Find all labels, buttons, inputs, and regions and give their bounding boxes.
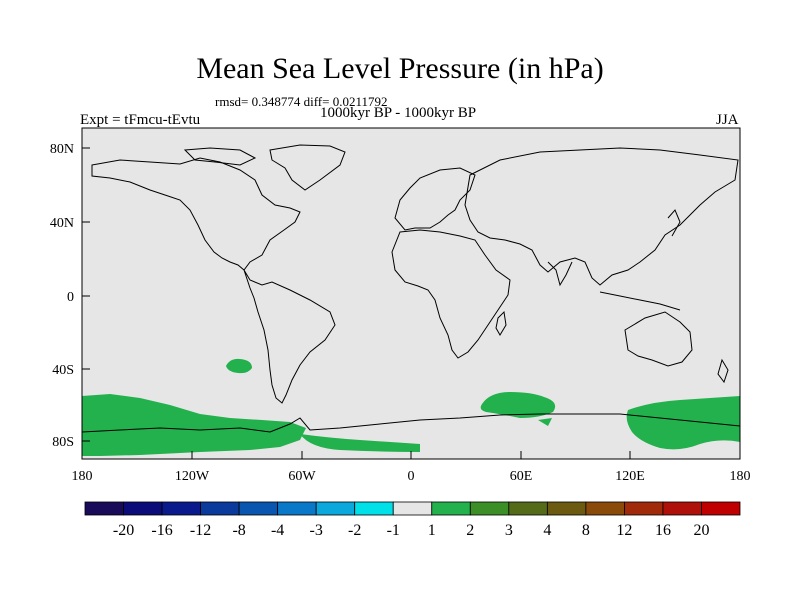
coast-antarctica	[81, 413, 741, 433]
coast-greenland	[269, 144, 346, 191]
colorbar-label: 1	[428, 522, 436, 539]
colorbar-swatch	[200, 501, 240, 516]
anomaly-patch-southern-ocean-west	[82, 394, 306, 456]
map-title: Mean Sea Level Pressure (in hPa)	[196, 52, 604, 85]
colorbar-label: -16	[151, 522, 172, 539]
colorbar-label: 16	[655, 522, 671, 539]
x-tick-label: 120E	[615, 469, 645, 484]
coast-europe	[394, 167, 476, 231]
x-tick-label: 180	[72, 469, 93, 484]
coast-australia	[624, 311, 693, 367]
coast-india	[547, 261, 573, 287]
colorbar-swatch	[701, 501, 741, 516]
map-background	[82, 128, 740, 459]
x-tick-label: 180	[730, 469, 751, 484]
anomaly-patch-south-east-pacific	[626, 396, 740, 450]
colorbar-label: -12	[190, 522, 211, 539]
colorbar-swatch	[624, 501, 664, 516]
colorbar-swatch	[238, 501, 279, 516]
colorbar-label: 20	[693, 522, 709, 539]
coast-japan	[667, 209, 681, 237]
colorbar-label: -2	[348, 522, 361, 539]
colorbar-swatch	[546, 501, 587, 516]
colorbar-swatch	[277, 501, 317, 516]
colorbar-swatch	[585, 501, 625, 516]
x-tick-label: 120W	[175, 469, 210, 484]
coast-madagascar	[495, 310, 507, 336]
map-panel	[81, 127, 741, 460]
colorbar-swatch	[662, 501, 702, 516]
colorbar-label: -1	[387, 522, 400, 539]
colorbar-label: 8	[582, 522, 590, 539]
anomaly-patch-south-indian-ocean	[480, 392, 556, 418]
anomaly-patches	[82, 358, 740, 456]
colorbar-swatch	[431, 501, 471, 516]
y-tick-label: 0	[67, 290, 74, 305]
coast-asia	[464, 147, 739, 286]
period-label: 1000kyr BP - 1000kyr BP	[320, 105, 477, 121]
colorbar-swatch	[84, 501, 124, 516]
colorbar	[84, 501, 741, 516]
colorbar-swatch	[508, 501, 548, 516]
stats-label: rmsd= 0.348774 diff= 0.0211792	[215, 94, 388, 109]
colorbar-swatch	[123, 501, 163, 516]
colorbar-label: 12	[616, 522, 632, 539]
x-tick-labels: 180 120W 60W 0 60E 120E 180	[72, 469, 751, 484]
colorbar-swatch	[315, 501, 356, 516]
anomaly-patch-antarctic-coast	[300, 434, 420, 452]
colorbar-label: -8	[232, 522, 245, 539]
coast-arctic-islands	[183, 147, 257, 166]
colorbar-labels: -20 -16 -12 -8 -4 -3 -2 -1 1 2 3 4 8 12 16 20	[113, 522, 710, 539]
colorbar-label: -20	[113, 522, 134, 539]
coast-new-zealand	[717, 358, 729, 384]
axis-ticks	[81, 147, 741, 459]
x-tick-label: 60W	[288, 469, 316, 484]
x-tick-label: 60E	[510, 469, 533, 484]
colorbar-swatch	[161, 501, 201, 516]
anomaly-patch-south-pacific	[226, 358, 252, 374]
y-tick-label: 40S	[52, 363, 74, 378]
colorbar-label: 4	[543, 522, 551, 539]
colorbar-label: -4	[271, 522, 284, 539]
colorbar-label: -3	[310, 522, 323, 539]
coastlines	[81, 144, 741, 433]
anomaly-patch-small	[538, 418, 552, 426]
coast-africa	[391, 229, 511, 359]
experiment-label: Expt = tFmcu-tEvtu	[80, 112, 201, 128]
colorbar-swatch	[354, 501, 394, 516]
y-tick-label: 80N	[50, 142, 74, 157]
x-tick-label: 0	[408, 469, 415, 484]
colorbar-label: 2	[466, 522, 474, 539]
y-tick-label: 80S	[52, 435, 74, 450]
y-tick-labels: 80N 40N 0 40S 80S	[50, 142, 74, 450]
colorbar-label: 3	[505, 522, 513, 539]
y-tick-label: 40N	[50, 216, 74, 231]
coast-south-america	[243, 269, 336, 404]
coast-indonesia	[599, 291, 681, 311]
colorbar-swatch	[469, 501, 510, 516]
season-label: JJA	[716, 112, 739, 128]
colorbar-swatch	[392, 501, 433, 516]
